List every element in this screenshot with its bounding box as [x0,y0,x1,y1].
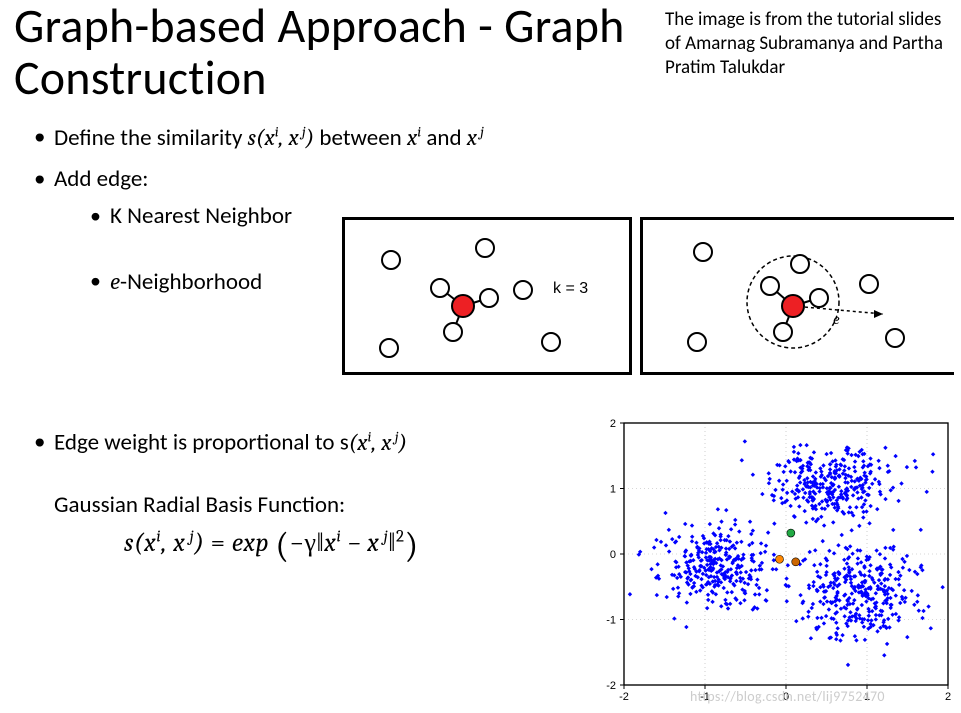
rbf-formula: s(xi, x j) = exp (−γ‖xi − x j‖2) [14,525,574,566]
k-label: k = 3 [553,280,588,298]
text: −γ [290,528,317,558]
text: Edge weight is proportional to s [54,429,349,457]
bottom-left-block: Edge weight is proportional to s(xi, x j… [14,428,574,566]
diagrams-row: k = 3 e [342,217,954,375]
eps-diagram: e [640,217,954,375]
e-label: e [833,310,840,328]
math: xi [407,124,421,151]
scatter-svg: -2-1012-2-1012 [590,417,954,705]
svg-text:-1: -1 [606,615,616,627]
credit-text: The image is from the tutorial slides of… [665,0,947,79]
text: exp [232,528,269,558]
math: s(xi, x j) [248,124,315,151]
knn-diagram: k = 3 [342,217,632,375]
text: and [421,124,467,152]
bullet-edge-weight: Edge weight is proportional to s(xi, x j… [14,428,574,457]
text: Define the similarity [54,124,248,152]
text: e [110,268,120,295]
scatter-plot: -2-1012-2-1012 [590,417,954,705]
text: = [204,528,231,558]
eps-svg [643,220,957,372]
watermark: https://blog.csdn.net/lij9752470 [690,688,885,705]
svg-text:0: 0 [610,549,616,561]
text: s [124,528,134,558]
text: Add edge: [54,165,148,193]
svg-text:-2: -2 [606,680,616,692]
text: between [314,124,407,152]
svg-text:2: 2 [610,418,616,430]
slide-title: Graph-based Approach - Graph Constructio… [14,0,665,104]
svg-text:2: 2 [945,691,951,703]
bullet-similarity: Define the similarity s(xi, x j) between… [34,122,941,154]
rbf-label: Gaussian Radial Basis Function: [14,491,574,519]
math: (xi, x j) [349,429,407,456]
text: -Neighborhood [120,268,262,296]
math: x j [467,124,484,151]
svg-text:-2: -2 [619,691,629,703]
svg-text:1: 1 [610,484,616,496]
